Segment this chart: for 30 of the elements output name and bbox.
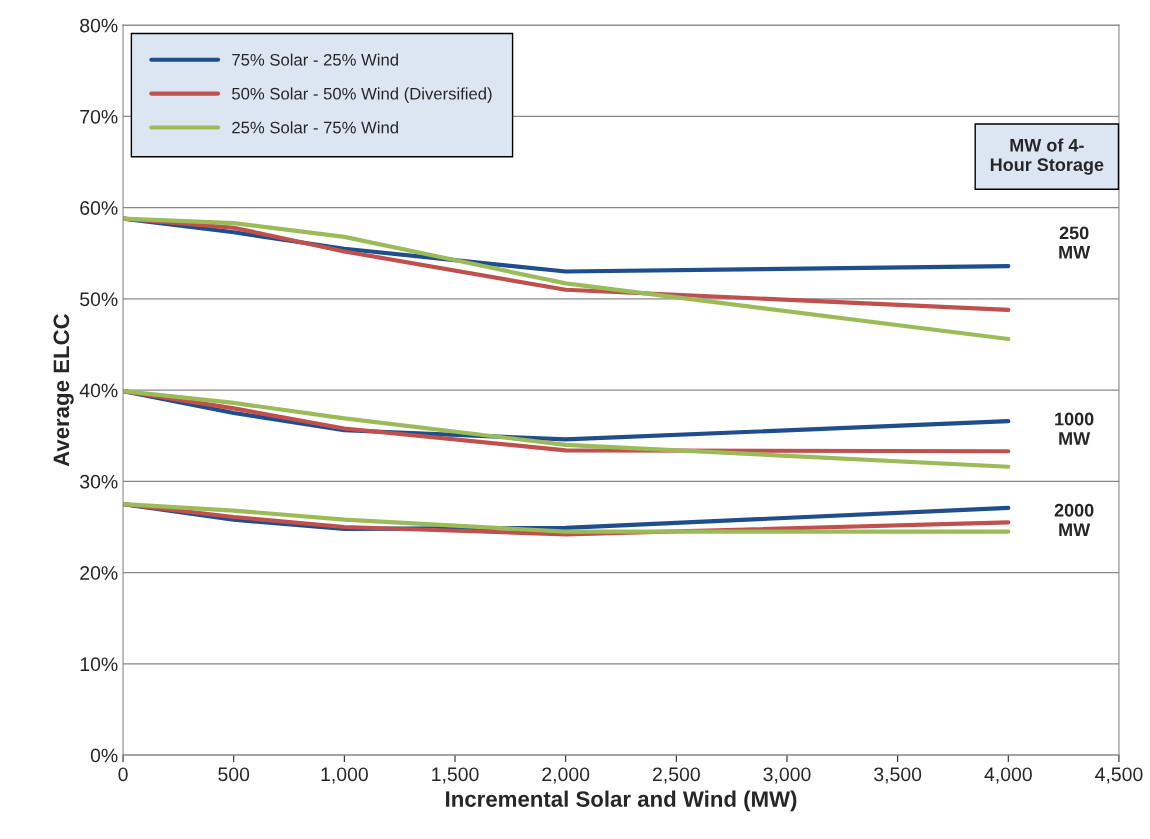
annotation: 1000 MW (1055, 412, 1094, 445)
y-tick-label: 20% (80, 566, 118, 580)
x-tick-label: 2,000 (542, 767, 590, 784)
annotation: MW of 4- Hour Storage (990, 138, 1104, 175)
x-tick-label: 3,500 (874, 767, 922, 784)
x-tick-label: 4,500 (1095, 767, 1143, 784)
line-series (123, 388, 1011, 469)
x-tick-label: 1,500 (432, 767, 479, 784)
annotation: 250 MW (1059, 226, 1091, 259)
legend-label: 25% Solar - 75% Wind (232, 121, 398, 134)
x-tick-label: 4,000 (984, 767, 1032, 784)
y-tick-label: 30% (80, 474, 118, 489)
y-axis-title: Average ELCC (53, 313, 74, 467)
y-tick-label: 70% (80, 109, 118, 124)
y-tick-label: 10% (80, 657, 118, 672)
y-tick-label: 40% (79, 383, 118, 398)
y-tick-label: 60% (80, 201, 118, 215)
y-tick-label: 0% (90, 748, 118, 763)
legend-label: 50% Solar - 50% Wind (Diversified) (232, 87, 492, 103)
x-tick-label: 3,000 (763, 767, 811, 784)
x-tick-label: 500 (218, 767, 250, 782)
y-tick-label: 80% (80, 18, 118, 33)
x-axis-title: Incremental Solar and Wind (MW) (446, 790, 797, 812)
legend-label: 75% Solar - 25% Wind (232, 53, 398, 66)
y-tick-label: 50% (80, 292, 118, 307)
line-series (123, 216, 1011, 342)
x-tick-label: 0 (118, 767, 128, 782)
annotation: 2000 MW (1054, 503, 1094, 536)
x-tick-label: 2,500 (652, 767, 700, 784)
x-tick-label: 1,000 (321, 767, 368, 784)
